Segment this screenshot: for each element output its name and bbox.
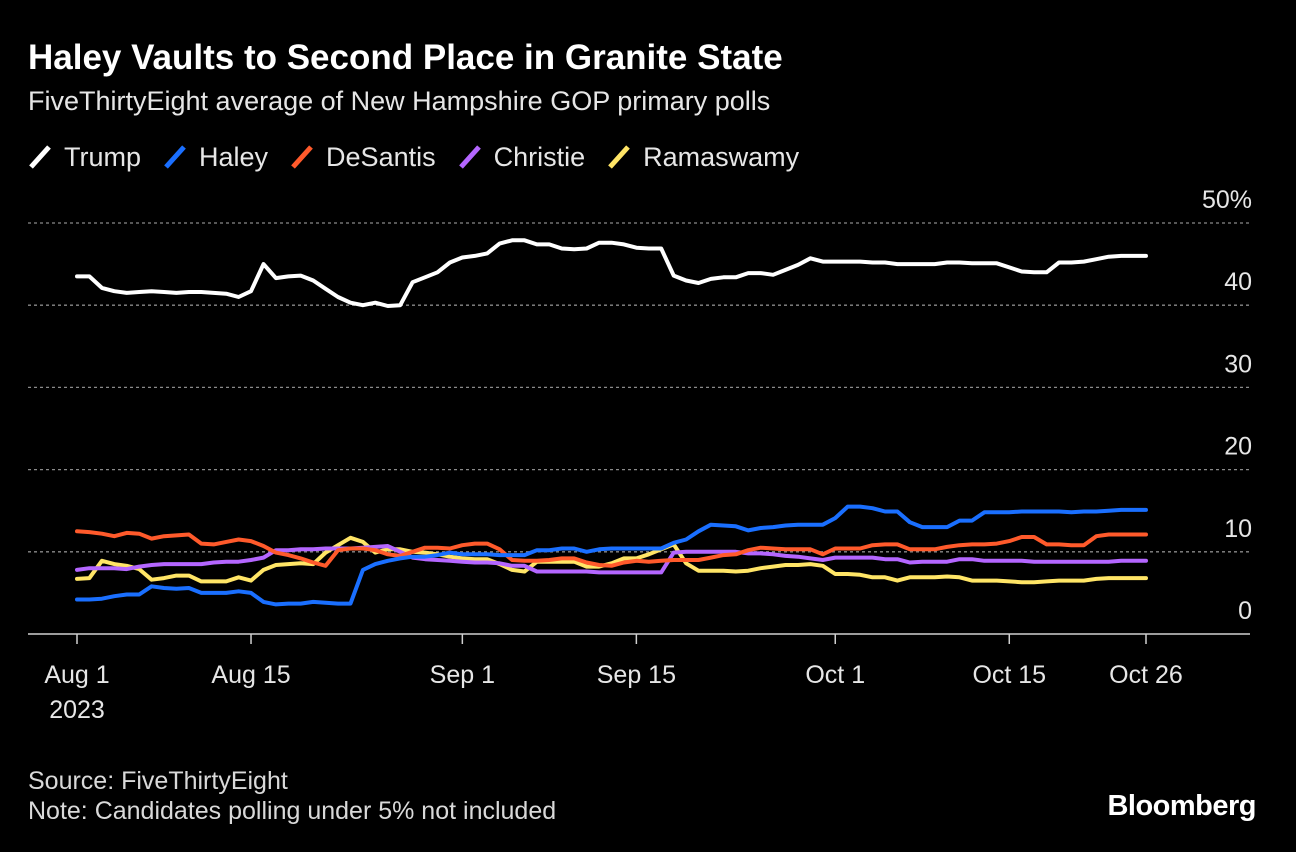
- legend-swatch-trump: [29, 145, 51, 169]
- line-chart: 0 10 20 30 40 50% Aug 1 2023 Aug 15 Sep 1 Sep 15 Oc…: [28, 186, 1252, 724]
- series-line-ramaswamy: [75, 535, 1148, 585]
- legend-item-haley: Haley: [163, 142, 268, 173]
- y-tick-label-10: 10: [1224, 515, 1252, 543]
- legend-label-trump: Trump: [64, 141, 142, 172]
- legend-label-desantis: DeSantis: [326, 141, 436, 172]
- legend-label-ramaswamy: Ramaswamy: [643, 141, 800, 172]
- legend-swatch-haley: [164, 145, 186, 169]
- legend-swatch-desantis: [291, 145, 313, 169]
- bloomberg-logo: Bloomberg: [1107, 790, 1256, 822]
- footnote: Note: Candidates polling under 5% not in…: [28, 797, 557, 825]
- x-tick-label-3: Sep 15: [597, 661, 676, 689]
- chart-legend: Trump Haley DeSantis Christie Ramaswamy: [28, 140, 821, 174]
- x-tick-label-5: Oct 15: [972, 661, 1046, 689]
- series-line-haley: [75, 504, 1148, 607]
- legend-swatch-christie: [458, 145, 481, 169]
- x-tick-label-4: Oct 1: [805, 661, 865, 689]
- source-note: Source: FiveThirtyEight: [28, 767, 288, 795]
- legend-item-desantis: DeSantis: [290, 142, 436, 173]
- legend-label-christie: Christie: [493, 141, 586, 172]
- x-tick-label-0: Aug 1: [44, 661, 109, 689]
- series-line-christie: [75, 544, 1148, 575]
- legend-item-christie: Christie: [458, 141, 586, 173]
- series-line-trump: [75, 238, 1148, 308]
- legend-item-ramaswamy: Ramaswamy: [607, 142, 799, 173]
- y-tick-label-50: 50%: [1202, 186, 1252, 214]
- series-line-desantis: [75, 529, 1148, 568]
- legend-label-haley: Haley: [199, 141, 269, 172]
- x-tick-label-2: Sep 1: [430, 661, 495, 689]
- x-tick-sublabel-0: 2023: [49, 696, 105, 724]
- chart-subtitle: FiveThirtyEight average of New Hampshire…: [28, 86, 771, 116]
- legend-item-trump: Trump: [28, 142, 141, 173]
- y-tick-label-30: 30: [1224, 350, 1252, 378]
- y-tick-label-40: 40: [1224, 268, 1252, 296]
- chart-title: Haley Vaults to Second Place in Granite …: [28, 38, 783, 77]
- legend-swatch-ramaswamy: [608, 145, 630, 169]
- y-tick-label-0: 0: [1238, 597, 1252, 625]
- y-tick-label-20: 20: [1224, 433, 1252, 461]
- x-tick-label-1: Aug 15: [211, 661, 290, 689]
- x-tick-label-6: Oct 26: [1109, 661, 1183, 689]
